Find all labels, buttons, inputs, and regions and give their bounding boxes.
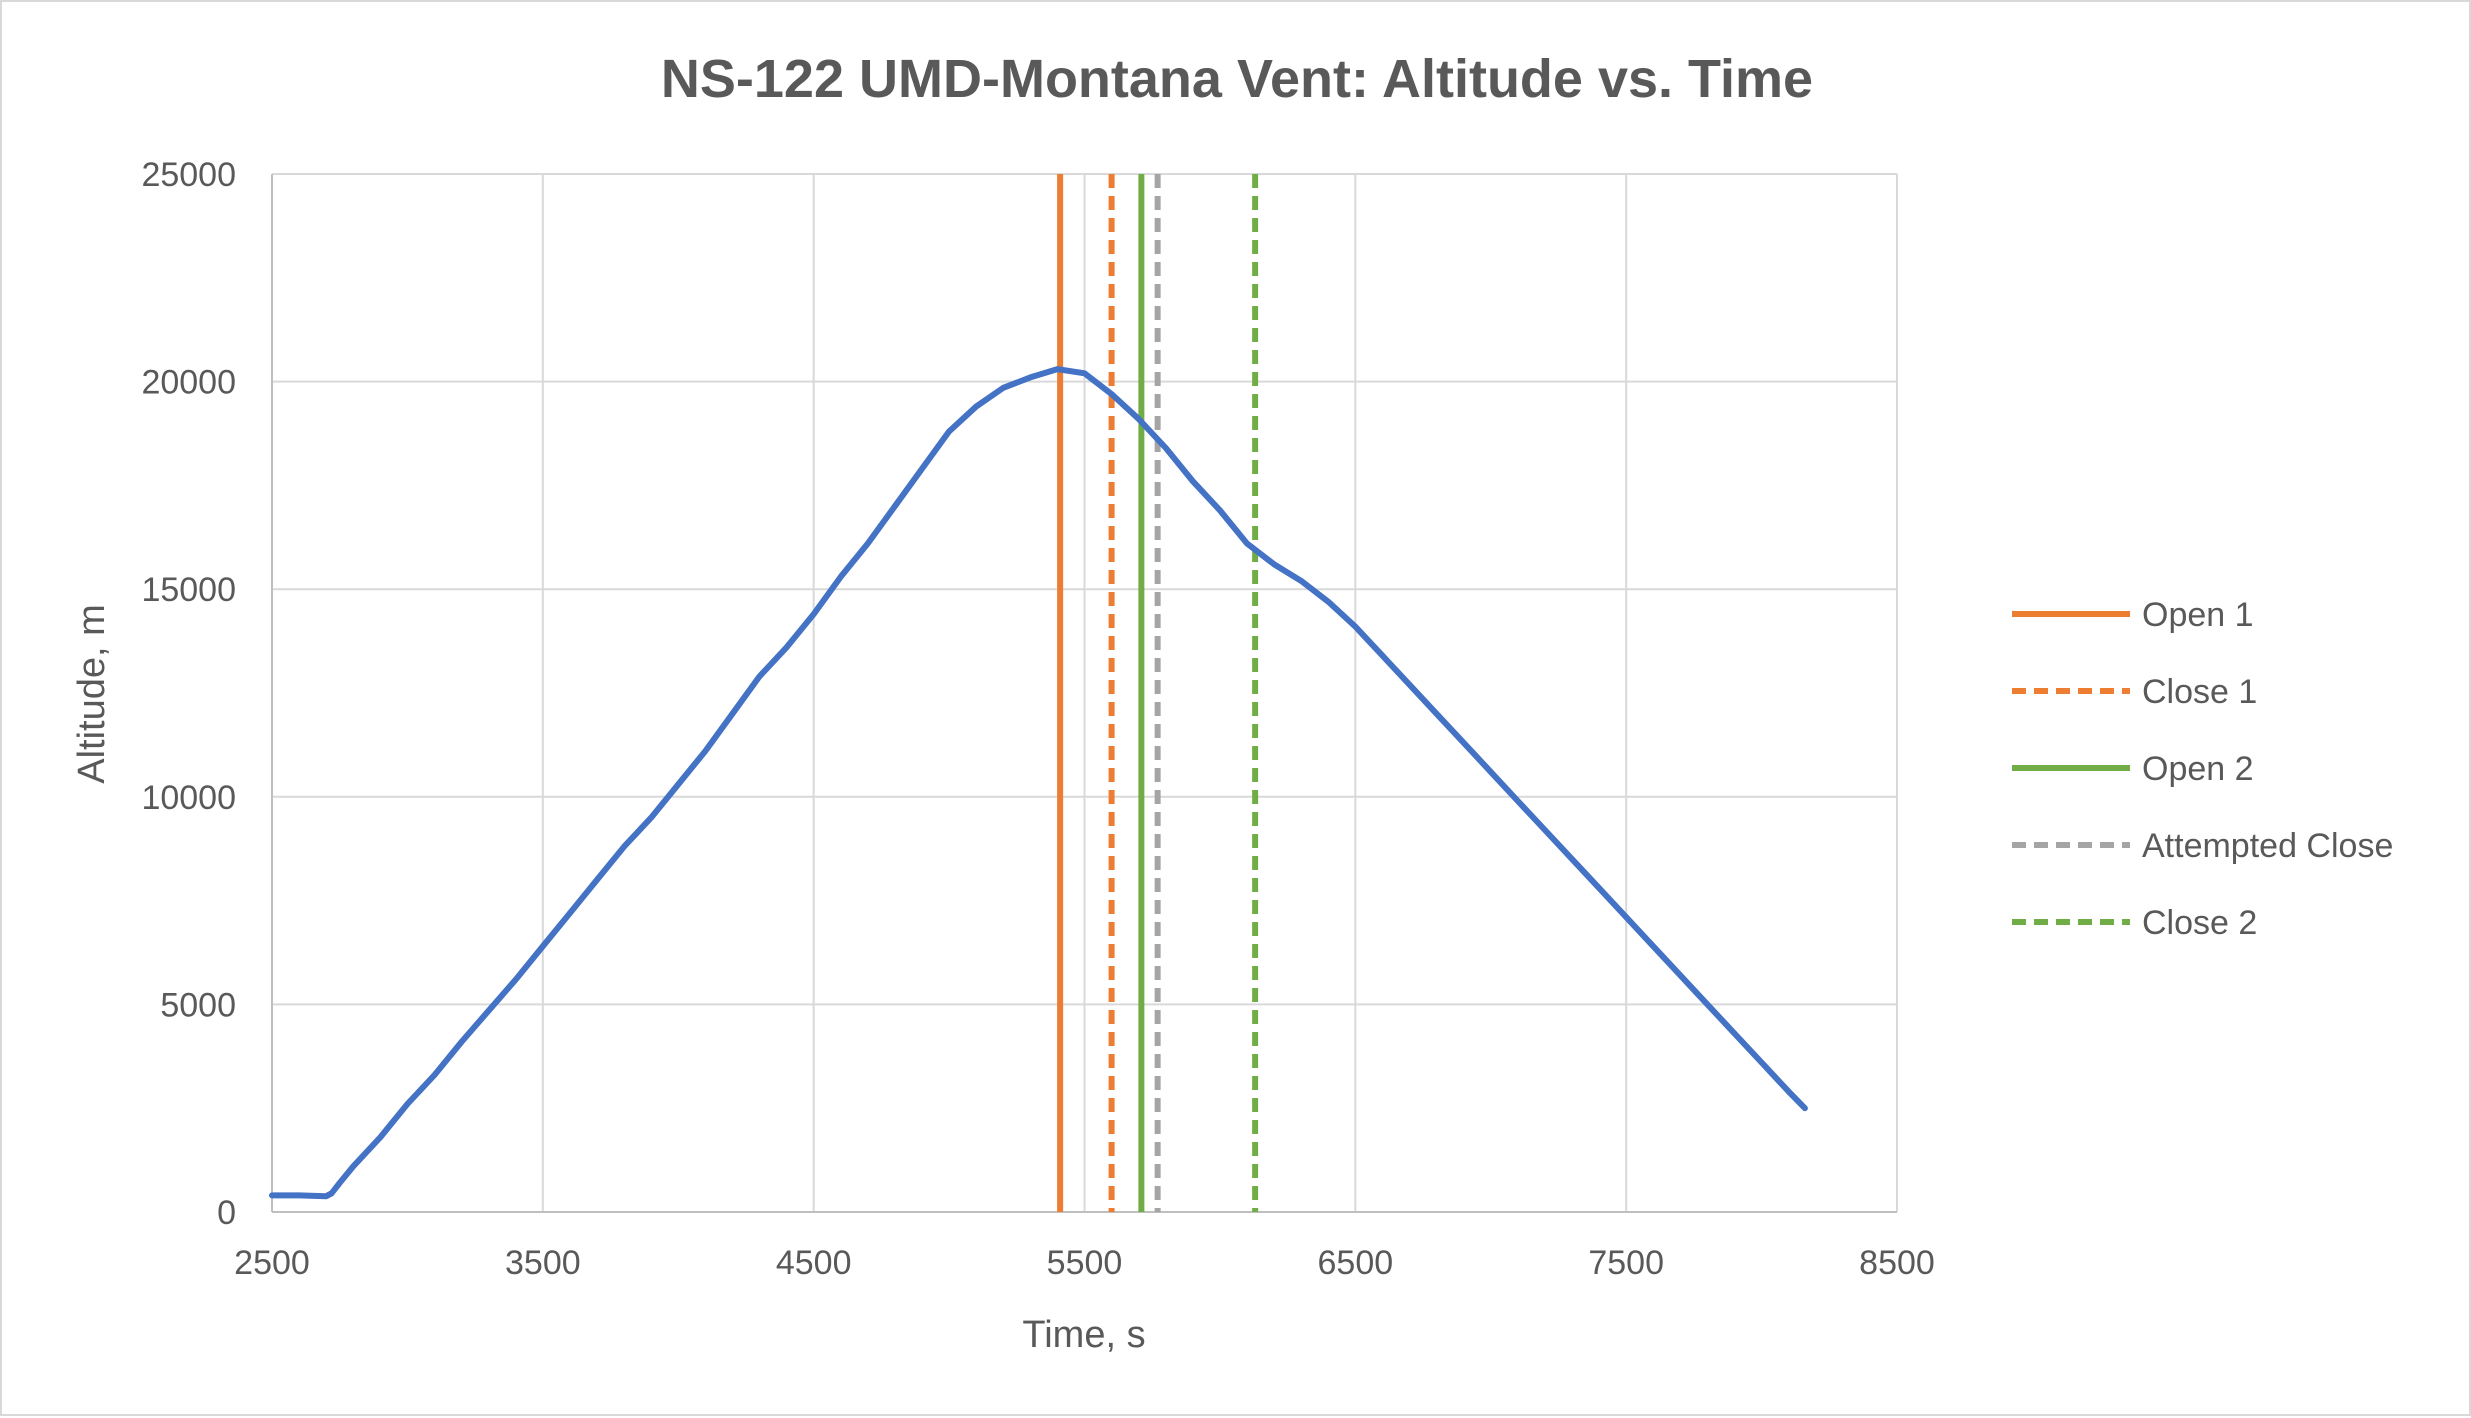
- y-tick-label: 0: [217, 1194, 236, 1232]
- legend-label: Open 1: [2142, 596, 2254, 634]
- y-axis-title: Altitude, m: [71, 604, 113, 784]
- x-tick-label: 3500: [505, 1244, 581, 1282]
- x-tick-label: 2500: [234, 1244, 310, 1282]
- legend-item: Close 1: [2012, 673, 2257, 711]
- x-axis-title: Time, s: [1022, 1314, 1145, 1356]
- x-tick-label: 8500: [1859, 1244, 1935, 1282]
- series-line-altitude: [269, 366, 1808, 1200]
- legend-item: Open 2: [2012, 750, 2254, 788]
- y-tick-label: 5000: [160, 986, 236, 1024]
- legend-label: Open 2: [2142, 750, 2254, 788]
- y-tick-label: 10000: [141, 779, 236, 817]
- x-tick-label: 6500: [1318, 1244, 1394, 1282]
- x-tick-label: 5500: [1047, 1244, 1123, 1282]
- grid: [271, 173, 1898, 1213]
- x-tick-label: 4500: [776, 1244, 852, 1282]
- chart-title: NS-122 UMD-Montana Vent: Altitude vs. Ti…: [661, 49, 1813, 109]
- axes: [271, 174, 1897, 1213]
- legend-item: Open 1: [2012, 596, 2254, 634]
- series-lines: [269, 366, 1808, 1200]
- x-tick-label: 7500: [1588, 1244, 1664, 1282]
- y-tick-label: 20000: [141, 364, 236, 402]
- y-tick-label: 25000: [141, 156, 236, 194]
- tick-labels: 2500 3500 4500 5500 6500 7500 8500 0 5000 10000 15…: [141, 156, 1934, 1282]
- legend-item: Attempted Close: [2012, 827, 2393, 865]
- legend: Open 1 Close 1 Open 2 Attempted Close Close …: [2012, 596, 2393, 942]
- legend-label: Attempted Close: [2142, 827, 2393, 865]
- legend-label: Close 2: [2142, 904, 2257, 942]
- legend-item: Close 2: [2012, 904, 2257, 942]
- legend-label: Close 1: [2142, 673, 2257, 711]
- y-tick-label: 15000: [141, 571, 236, 609]
- vertical-marker-lines: [1057, 174, 1259, 1212]
